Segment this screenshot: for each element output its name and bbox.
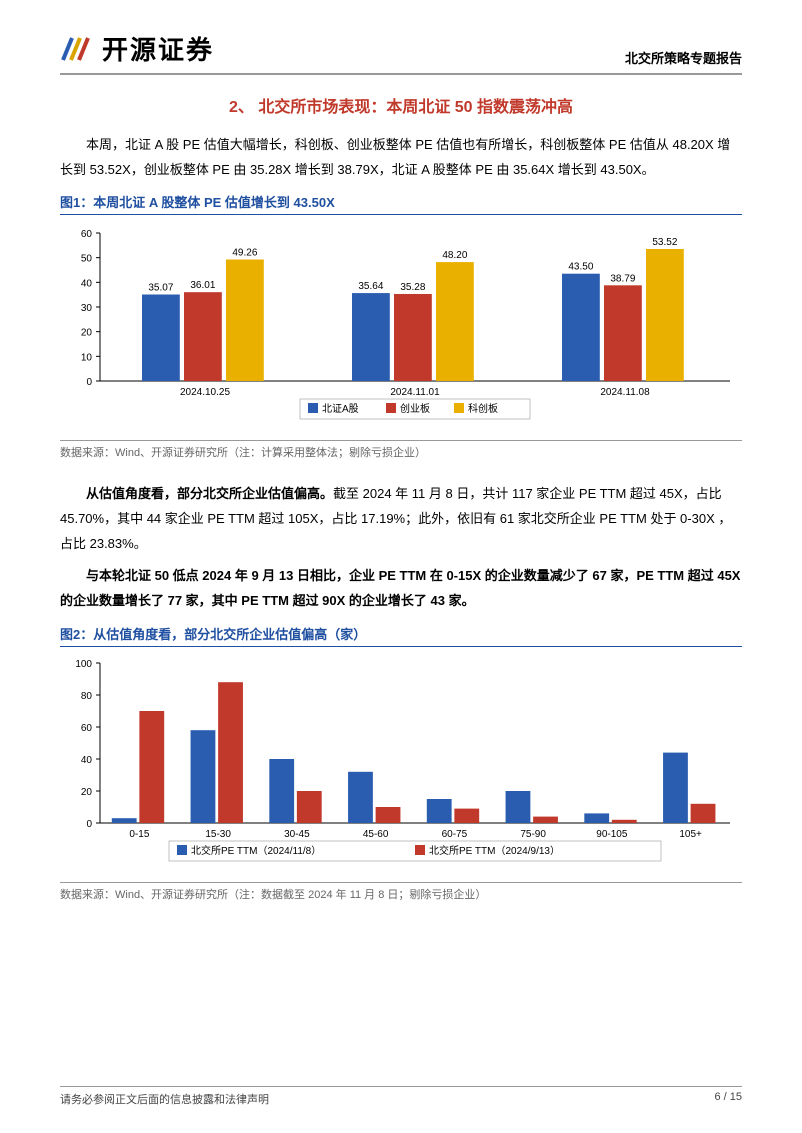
footer-disclaimer: 请务必参阅正文后面的信息披露和法律声明 bbox=[60, 1091, 269, 1107]
svg-text:30-45: 30-45 bbox=[284, 829, 310, 840]
svg-text:2024.10.25: 2024.10.25 bbox=[180, 387, 230, 398]
logo-text: 开源证券 bbox=[102, 30, 214, 67]
svg-text:60: 60 bbox=[81, 229, 93, 240]
svg-text:36.01: 36.01 bbox=[190, 281, 215, 292]
report-type: 北交所策略专题报告 bbox=[625, 48, 742, 67]
svg-text:20: 20 bbox=[81, 328, 93, 339]
svg-text:38.79: 38.79 bbox=[610, 274, 635, 285]
paragraph-2: 从估值角度看，部分北交所企业估值偏高。截至 2024 年 11 月 8 日，共计… bbox=[60, 482, 742, 556]
svg-text:35.28: 35.28 bbox=[400, 282, 425, 293]
fig1-svg: 0 10 20 30 40 50 60 35.07 36.01 49.26 2024.10.25 35… bbox=[60, 221, 740, 431]
fig1-chart: 0 10 20 30 40 50 60 35.07 36.01 49.26 2024.10.25 35… bbox=[60, 221, 742, 436]
svg-text:49.26: 49.26 bbox=[232, 248, 257, 259]
fig1-source: 数据来源：Wind、开源证券研究所（注：计算采用整体法；剔除亏损企业） bbox=[60, 440, 742, 460]
paragraph-1: 本周，北证 A 股 PE 估值大幅增长，科创板、创业板整体 PE 估值也有所增长… bbox=[60, 133, 742, 182]
svg-text:10: 10 bbox=[81, 353, 93, 364]
svg-text:0-15: 0-15 bbox=[129, 829, 149, 840]
paragraph-3: 与本轮北证 50 低点 2024 年 9 月 13 日相比，企业 PE TTM … bbox=[60, 564, 742, 613]
svg-text:创业板: 创业板 bbox=[400, 402, 430, 415]
svg-text:60-75: 60-75 bbox=[442, 829, 468, 840]
fig2-chart: 0 20 40 60 80 100 0-15 15-30 30-45 45-60 60-75 75-9… bbox=[60, 653, 742, 878]
svg-text:0: 0 bbox=[86, 819, 92, 830]
svg-text:20: 20 bbox=[81, 787, 93, 798]
svg-text:30: 30 bbox=[81, 303, 93, 314]
svg-text:35.64: 35.64 bbox=[358, 281, 383, 292]
section-number: 2、 bbox=[229, 99, 254, 116]
svg-text:100: 100 bbox=[75, 659, 92, 670]
svg-text:2024.11.01: 2024.11.01 bbox=[390, 387, 440, 398]
svg-text:2024.11.08: 2024.11.08 bbox=[600, 387, 650, 398]
fig2-svg: 0 20 40 60 80 100 0-15 15-30 30-45 45-60 60-75 75-9… bbox=[60, 653, 740, 873]
page-header: 开源证券 北交所策略专题报告 bbox=[60, 30, 742, 75]
logo-icon bbox=[60, 32, 94, 66]
para2-lead: 从估值角度看，部分北交所企业估值偏高。 bbox=[86, 486, 333, 501]
svg-text:40: 40 bbox=[81, 755, 93, 766]
svg-text:45-60: 45-60 bbox=[363, 829, 389, 840]
svg-text:科创板: 科创板 bbox=[468, 402, 498, 415]
page-footer: 请务必参阅正文后面的信息披露和法律声明 6 / 15 bbox=[60, 1086, 742, 1107]
svg-text:90-105: 90-105 bbox=[596, 829, 628, 840]
svg-text:50: 50 bbox=[81, 254, 93, 265]
svg-text:75-90: 75-90 bbox=[520, 829, 546, 840]
footer-page: 6 / 15 bbox=[714, 1091, 742, 1107]
fig1-title: 图1：本周北证 A 股整体 PE 估值增长到 43.50X bbox=[60, 192, 742, 215]
section-title-text: 北交所市场表现：本周北证 50 指数震荡冲高 bbox=[258, 99, 573, 116]
svg-text:北交所PE TTM（2024/11/8）: 北交所PE TTM（2024/11/8） bbox=[191, 844, 321, 857]
svg-text:北证A股: 北证A股 bbox=[322, 403, 359, 415]
svg-text:80: 80 bbox=[81, 691, 93, 702]
section-title: 2、 北交所市场表现：本周北证 50 指数震荡冲高 bbox=[60, 93, 742, 117]
svg-text:43.50: 43.50 bbox=[568, 262, 593, 273]
logo: 开源证券 bbox=[60, 30, 214, 67]
fig2-title: 图2：从估值角度看，部分北交所企业估值偏高（家） bbox=[60, 624, 742, 647]
svg-text:105+: 105+ bbox=[679, 829, 702, 840]
svg-text:0: 0 bbox=[86, 377, 92, 388]
svg-text:35.07: 35.07 bbox=[148, 283, 173, 294]
svg-text:53.52: 53.52 bbox=[652, 237, 677, 248]
fig2-source: 数据来源：Wind、开源证券研究所（注：数据截至 2024 年 11 月 8 日… bbox=[60, 882, 742, 902]
svg-text:48.20: 48.20 bbox=[442, 250, 467, 261]
svg-text:40: 40 bbox=[81, 279, 93, 290]
svg-text:15-30: 15-30 bbox=[205, 829, 231, 840]
svg-text:60: 60 bbox=[81, 723, 93, 734]
svg-text:北交所PE TTM（2024/9/13）: 北交所PE TTM（2024/9/13） bbox=[429, 844, 560, 857]
